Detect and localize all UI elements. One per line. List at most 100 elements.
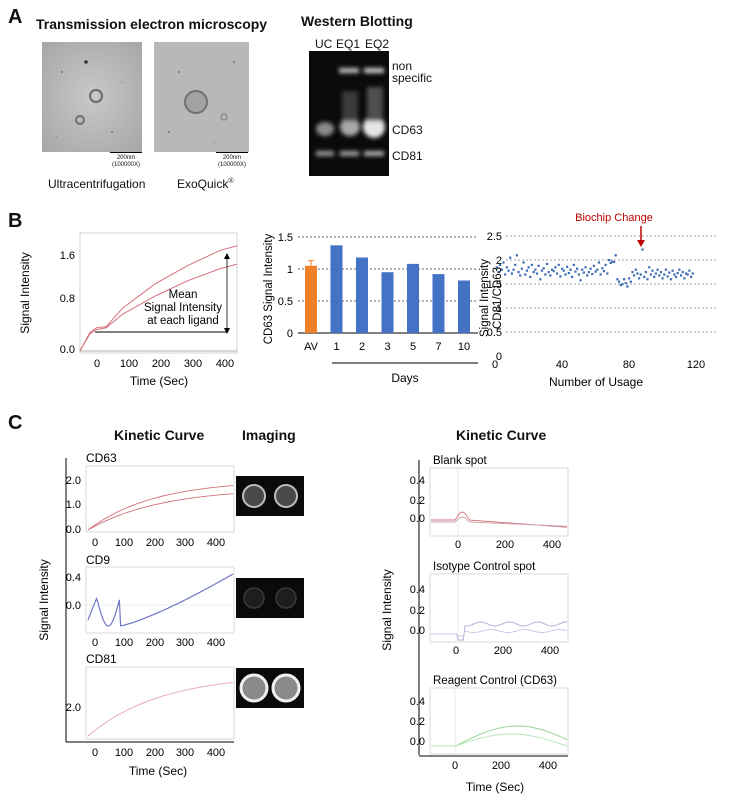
- b-kinetic-ytick-2: 0.0: [60, 344, 75, 356]
- b-scatter-point: [529, 275, 532, 278]
- b-bar-chart: 1.5 1 0.5 0 AV 1 2 3 5 7 10 Days CD63 Signal I…: [263, 232, 478, 385]
- c-right-kinetic-title: Kinetic Curve: [456, 427, 547, 443]
- b-scatter-xtick-1: 40: [556, 359, 568, 371]
- c-cd81-xtick-2: 200: [146, 747, 164, 759]
- b-scatter-point: [606, 272, 609, 275]
- b-scatter-point: [504, 273, 507, 276]
- b-scatter-point: [564, 273, 567, 276]
- scale-bar-2: [216, 152, 248, 153]
- b-bar-3: [381, 272, 394, 333]
- b-scatter-point: [519, 274, 522, 277]
- c-blank-xtick-0: 0: [455, 539, 461, 551]
- panel-letter-a: A: [8, 6, 23, 28]
- b-scatter-points: [495, 248, 694, 288]
- caption-ultracentrifugation: Ultracentrifugation: [48, 177, 146, 191]
- b-bar-AV: [305, 265, 317, 333]
- b-scatter-point: [547, 271, 550, 274]
- b-scatter-point: [616, 278, 619, 281]
- band-label-cd81: CD81: [392, 149, 423, 163]
- b-scatter-point: [604, 263, 607, 266]
- b-scatter-point: [681, 271, 684, 274]
- b-kinetic-xtick-4: 400: [216, 358, 234, 370]
- b-scatter-point: [567, 271, 570, 275]
- c-imaging-cd63: [236, 476, 304, 516]
- c-isotype-xtick-0: 0: [453, 645, 459, 657]
- c-isotype-xtick-2: 400: [541, 645, 559, 657]
- c-cd81-label: CD81: [86, 652, 117, 666]
- b-scatter-point: [515, 254, 518, 257]
- b-scatter-point: [638, 277, 641, 280]
- c-cd63-xtick-1: 100: [115, 537, 133, 549]
- b-scatter-point: [609, 261, 612, 265]
- c-blank-label: Blank spot: [433, 455, 488, 467]
- lane-label-uc: UC: [315, 37, 333, 51]
- band-label-nonspecific: non specific: [392, 60, 432, 84]
- c-right-ylabel: Signal Intensity: [380, 569, 394, 650]
- b-scatter-point: [691, 272, 694, 275]
- lane-label-eq2: EQ2: [365, 37, 390, 51]
- scale-bar-1: [110, 152, 142, 153]
- b-scatter-point: [654, 272, 657, 275]
- c-cd63-xtick-4: 400: [207, 537, 225, 549]
- c-left-kinetic-title: Kinetic Curve: [114, 427, 205, 443]
- b-scatter-point: [686, 273, 689, 276]
- b-scatter-ylabel: Signal Intensity: [479, 259, 491, 337]
- b-scatter-point: [581, 268, 584, 271]
- b-scatter-point: [669, 278, 673, 281]
- b-scatter-point: [584, 266, 587, 269]
- b-scatter-point: [535, 272, 539, 275]
- b-bar-xtick-3: 3: [384, 341, 390, 353]
- b-bar-2: [356, 257, 368, 333]
- b-scatter-point: [517, 271, 520, 274]
- b-scatter-point: [497, 271, 500, 274]
- tem-image-ultracentrifugation-graphic: [42, 42, 142, 152]
- band-label-nonspecific-1: non: [392, 59, 413, 73]
- b-scatter-xtick-0: 0: [492, 359, 498, 371]
- b-scatter-point: [639, 273, 642, 276]
- b-scatter-point: [683, 277, 686, 280]
- b-scatter-point: [659, 271, 663, 274]
- b-scatter-point: [628, 277, 631, 280]
- b-scatter-point: [617, 280, 621, 283]
- b-scatter-point: [643, 275, 646, 278]
- b-scatter-point: [658, 274, 661, 277]
- b-scatter-point: [648, 266, 651, 269]
- b-kinetic-annotation-3: at each ligand: [147, 315, 219, 327]
- b-scatter-point: [579, 279, 582, 282]
- c-reagent-ytick-2: 0.0: [410, 736, 425, 748]
- c-cd63-series-lower: [87, 493, 234, 531]
- b-scatter-point: [653, 275, 656, 278]
- b-scatter-point: [544, 273, 547, 276]
- b-scatter-ytick-4: 0.5: [487, 327, 502, 339]
- b-scatter-point: [599, 273, 602, 276]
- b-bar-xtick-5: 7: [435, 341, 441, 353]
- b-kinetic-xtick-2: 200: [152, 358, 170, 370]
- c-cd81-ytick-0: 2.0: [66, 702, 81, 714]
- b-scatter-point: [626, 285, 629, 288]
- b-scatter-point: [688, 269, 691, 272]
- b-scatter-point: [586, 274, 589, 277]
- b-scatter-point: [612, 260, 616, 264]
- c-isotype-ytick-2: 0.0: [410, 625, 425, 637]
- c-reagent-xtick-0: 0: [452, 760, 458, 772]
- b-scatter-point: [569, 268, 572, 271]
- b-scatter-point: [522, 261, 525, 264]
- c-isotype-label: Isotype Control spot: [433, 561, 536, 573]
- b-bar-10: [458, 280, 470, 333]
- b-bar-5: [407, 263, 419, 333]
- b-scatter-point: [679, 274, 683, 277]
- scale-nm-2: 200nm: [222, 155, 242, 161]
- b-scatter-point: [634, 268, 637, 271]
- c-reagent-series-b: [431, 733, 568, 747]
- b-scatter-point: [562, 269, 565, 272]
- c-blank-series-b: [431, 516, 568, 527]
- c-blank-xtick-2: 400: [543, 539, 561, 551]
- b-scatter-point: [644, 271, 647, 274]
- b-scatter-point: [566, 265, 569, 268]
- band-label-nonspecific-2: specific: [392, 71, 433, 85]
- b-scatter-point: [561, 267, 564, 270]
- b-scatter-point: [621, 283, 624, 286]
- c-imaging-cd9: [236, 578, 304, 618]
- b-scatter-point: [676, 271, 679, 275]
- b-scatter-point: [505, 266, 508, 269]
